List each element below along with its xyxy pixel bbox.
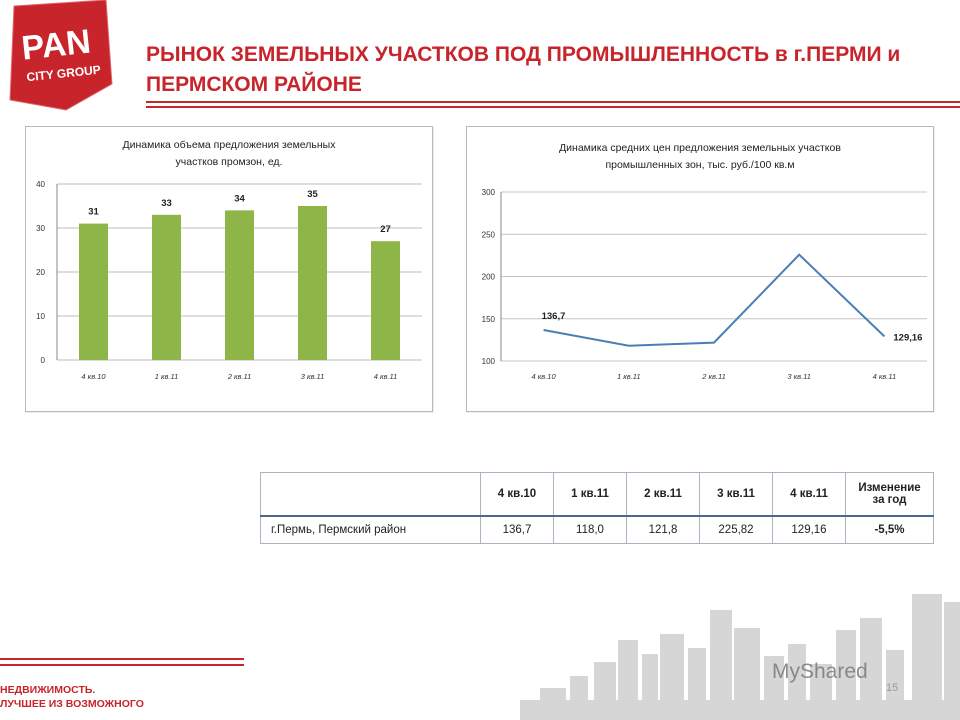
table-header-cell: 2 кв.11: [626, 472, 700, 517]
table-cell: 121,8: [626, 515, 700, 544]
y-tick-label: 250: [482, 230, 496, 239]
y-tick-label: 150: [482, 315, 496, 324]
y-tick-label: 300: [482, 188, 496, 197]
watermark-text: MyShared: [772, 660, 868, 683]
table-row: г.Пермь, Пермский район 136,7 118,0 121,…: [260, 515, 934, 544]
change-header-line2: за год: [872, 494, 907, 506]
y-tick-label: 0: [41, 356, 46, 365]
footer-line2: ЛУЧШЕЕ ИЗ ВОЗМОЖНОГО: [0, 698, 144, 710]
bar: [225, 210, 254, 360]
y-tick-label: 30: [36, 224, 45, 233]
bar-chart-title: Динамика объема предложения земельных уч…: [122, 139, 336, 168]
title-rule-bottom: [146, 106, 960, 108]
y-tick-label: 200: [482, 273, 496, 282]
y-tick-label: 20: [36, 268, 45, 277]
page-number: 15: [886, 682, 899, 694]
bar: [152, 214, 181, 360]
page-title: РЫНОК ЗЕМЕЛЬНЫХ УЧАСТКОВ ПОД ПРОМЫШЛЕННО…: [146, 43, 901, 96]
table-header-empty: [260, 472, 481, 517]
footer-rule-bottom: [0, 664, 244, 666]
table-cell-change: -5,5%: [845, 515, 934, 544]
x-tick-label: 1 кв.11: [155, 372, 179, 381]
y-tick-label: 100: [482, 357, 496, 366]
table-cell: 225,82: [699, 515, 773, 544]
footer-line1: НЕДВИЖИМОСТЬ.: [0, 684, 96, 696]
x-tick-label: 4 кв.11: [873, 372, 897, 381]
x-tick-label: 3 кв.11: [787, 372, 811, 381]
x-tick-label: 2 кв.11: [701, 372, 726, 381]
bar-data-label: 27: [380, 224, 391, 235]
line-data-label: 136,7: [542, 311, 566, 322]
y-tick-label: 40: [36, 180, 45, 189]
table-header-cell: 4 кв.11: [772, 472, 846, 517]
table-header-change: Изменение за год: [845, 472, 934, 517]
table-header-row: 4 кв.10 1 кв.11 2 кв.11 3 кв.11 4 кв.11 …: [260, 472, 934, 517]
logo-text-pan: PAN: [20, 23, 93, 68]
change-header-line1: Изменение: [858, 482, 921, 494]
x-tick-label: 2 кв.11: [227, 372, 252, 381]
x-tick-label: 4 кв.10: [532, 372, 557, 381]
x-tick-label: 4 кв.11: [374, 372, 398, 381]
bar-data-label: 34: [234, 193, 245, 204]
bar: [298, 206, 327, 360]
price-table: 4 кв.10 1 кв.11 2 кв.11 3 кв.11 4 кв.11 …: [260, 472, 934, 544]
line-data-label: 129,16: [893, 332, 922, 343]
bar-chart-svg: 0 10 20 30 40 31 4 кв.10 33 1 кв.11 34 2 кв.11 35 3 …: [36, 180, 422, 381]
table-header-cell: 3 кв.11: [699, 472, 773, 517]
line-chart-svg: 100 150 200 250 300 4 кв.10 136,7 1 кв.11 2 кв.1…: [482, 188, 927, 381]
table-cell: 118,0: [553, 515, 627, 544]
table-cell: 129,16: [772, 515, 846, 544]
footer-slogan: НЕДВИЖИМОСТЬ. ЛУЧШЕЕ ИЗ ВОЗМОЖНОГО: [0, 683, 144, 711]
x-tick-label: 4 кв.10: [81, 372, 106, 381]
x-tick-label: 3 кв.11: [301, 372, 325, 381]
y-tick-label: 10: [36, 312, 45, 321]
table-header-cell: 4 кв.10: [480, 472, 554, 517]
bar-data-label: 31: [88, 207, 99, 218]
table-header-cell: 1 кв.11: [553, 472, 627, 517]
bar: [79, 223, 108, 360]
bar: [371, 241, 400, 360]
line-chart-title: Динамика средних цен предложения земельн…: [559, 142, 841, 171]
bar-chart-panel: Динамика объема предложения земельных уч…: [25, 126, 433, 412]
x-tick-label: 1 кв.11: [617, 372, 641, 381]
bar-data-label: 35: [307, 189, 318, 200]
footer-rule-top: [0, 658, 244, 660]
line-chart-panel: Динамика средних цен предложения земельн…: [466, 126, 934, 412]
bar-data-label: 33: [161, 198, 172, 209]
series-line: [543, 253, 886, 347]
table-row-label: г.Пермь, Пермский район: [260, 515, 481, 544]
city-skyline-graphic: [520, 594, 960, 720]
title-rule-top: [146, 101, 960, 103]
table-cell: 136,7: [480, 515, 554, 544]
pan-city-group-logo: PAN CITY GROUP: [9, 0, 113, 111]
